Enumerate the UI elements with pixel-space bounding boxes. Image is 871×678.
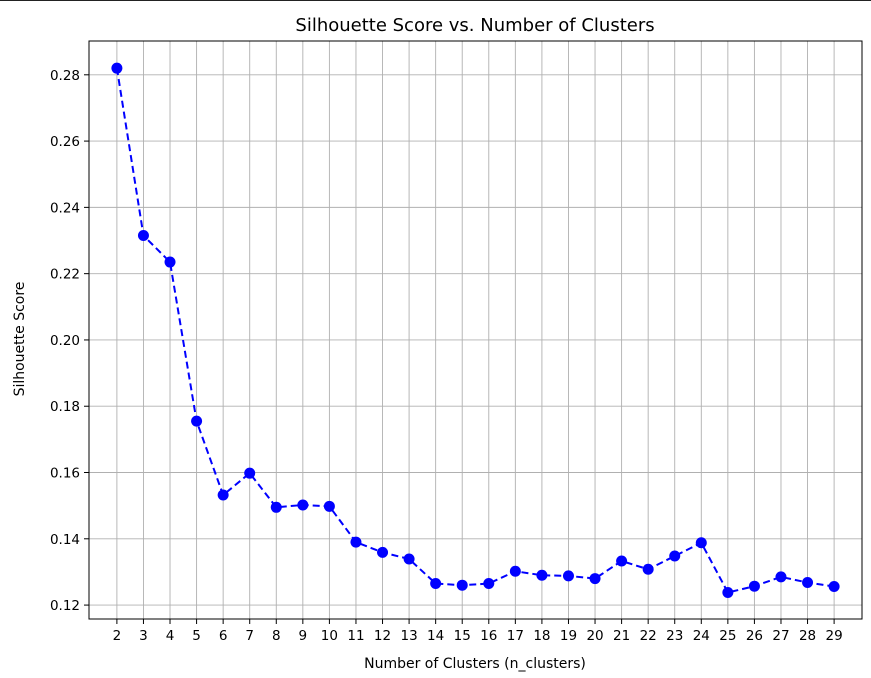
plot-frame [88,40,863,620]
series-path [115,68,835,594]
x-tick-label: 28 [799,628,816,644]
data-point [270,501,282,513]
x-tick-label: 10 [321,628,338,644]
data-point [722,586,734,598]
x-tick-label: 5 [192,628,201,644]
x-tick-label: 9 [299,628,308,644]
data-point [695,537,707,549]
data-point [536,569,548,581]
data-point [456,579,468,591]
data-point [297,499,309,511]
x-tick-label: 4 [166,628,175,644]
x-tick-label: 6 [219,628,228,644]
y-tick-label: 0.26 [50,134,80,150]
x-tick-label: 19 [560,628,577,644]
y-tick-label: 0.16 [50,466,80,482]
x-tick-label: 26 [746,628,763,644]
x-tick-label: 12 [374,628,391,644]
data-point [775,571,787,583]
data-point [244,467,256,479]
data-point [483,578,495,590]
data-point [828,581,840,593]
x-tick-label: 13 [400,628,417,644]
x-tick-label: 21 [613,628,630,644]
x-tick-label: 15 [454,628,471,644]
data-point [191,415,203,427]
y-tick-label: 0.18 [50,399,80,415]
x-tick-label: 20 [586,628,603,644]
data-point [403,553,415,565]
chart-title: Silhouette Score vs. Number of Clusters [295,15,654,36]
data-point [164,256,176,268]
data-point [137,230,149,242]
x-tick-label: 17 [507,628,524,644]
data-point [669,550,681,562]
y-tick-label: 0.12 [50,598,80,614]
data-point [748,580,760,592]
y-axis-label: Silhouette Score [12,282,28,397]
x-tick-label: 7 [245,628,254,644]
x-tick-label: 25 [719,628,736,644]
y-tick-label: 0.14 [50,532,80,548]
x-tick-label: 14 [427,628,444,644]
data-point [509,565,521,577]
data-point [350,536,362,548]
series-line [115,68,835,594]
data-point [802,577,814,589]
data-point [562,570,574,582]
data-point [217,489,229,501]
data-point [589,573,601,585]
x-axis: 2 3 4 5 6 7 8 9 10 11 12 13 14 15 16 17 18 19 20 21 22 23 24 25… [113,619,843,644]
data-point [430,578,442,590]
data-point [323,500,335,512]
top-border [0,0,871,1]
x-axis-label: Number of Clusters (n_clusters) [364,656,586,672]
x-tick-label: 23 [666,628,683,644]
data-point [616,555,628,567]
y-tick-label: 0.22 [50,267,80,283]
x-tick-label: 22 [640,628,657,644]
x-tick-label: 29 [826,628,843,644]
y-tick-label: 0.28 [50,68,80,84]
x-tick-label: 8 [272,628,281,644]
x-tick-label: 24 [693,628,710,644]
series-markers [111,62,840,598]
x-tick-label: 16 [480,628,497,644]
y-tick-label: 0.20 [50,333,80,349]
grid [89,41,862,619]
x-tick-label: 18 [533,628,550,644]
x-tick-label: 3 [139,628,148,644]
data-point [111,62,123,74]
y-tick-label: 0.24 [50,200,80,216]
data-point [642,563,654,575]
x-tick-label: 11 [347,628,364,644]
data-point [377,546,389,558]
y-axis: 0.12 0.14 0.16 0.18 0.20 0.22 0.24 0.26 0.28 [50,68,89,614]
x-tick-label: 2 [113,628,122,644]
x-tick-label: 27 [772,628,789,644]
